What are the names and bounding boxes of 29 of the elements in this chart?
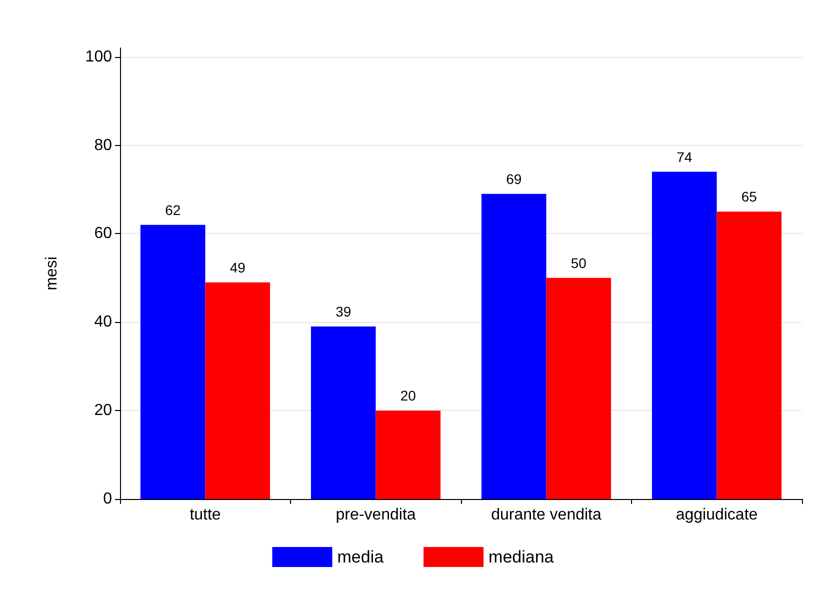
y-tick-label: 80 (94, 136, 112, 154)
y-tick-label: 20 (94, 402, 112, 420)
y-axis-title: mesi (44, 256, 60, 290)
bar (140, 224, 206, 499)
y-tick-label: 60 (94, 225, 112, 242)
bar (716, 212, 782, 499)
data-label: 39 (336, 304, 352, 320)
x-tick-label: tutte (190, 506, 221, 524)
bar (652, 172, 717, 499)
x-tick-label: aggiudicate (676, 506, 758, 524)
y-tick-label: 0 (103, 490, 112, 508)
legend-label: media (337, 548, 384, 566)
x-tick-label: pre-vendita (336, 506, 416, 524)
bar (546, 278, 612, 499)
y-tick-label: 100 (85, 48, 112, 66)
data-label: 62 (165, 202, 181, 218)
data-label: 69 (506, 170, 522, 187)
x-tick-label: durante vendita (491, 506, 602, 524)
legend-label: mediana (488, 548, 554, 566)
bar (205, 282, 270, 499)
data-label: 74 (676, 148, 692, 165)
data-label: 65 (741, 188, 758, 205)
bar (310, 326, 376, 499)
bar (376, 410, 441, 499)
data-label: 50 (570, 254, 587, 271)
data-label: 20 (400, 388, 416, 404)
bar (481, 194, 546, 499)
y-tick-label: 40 (94, 314, 112, 331)
data-label: 49 (230, 259, 246, 276)
